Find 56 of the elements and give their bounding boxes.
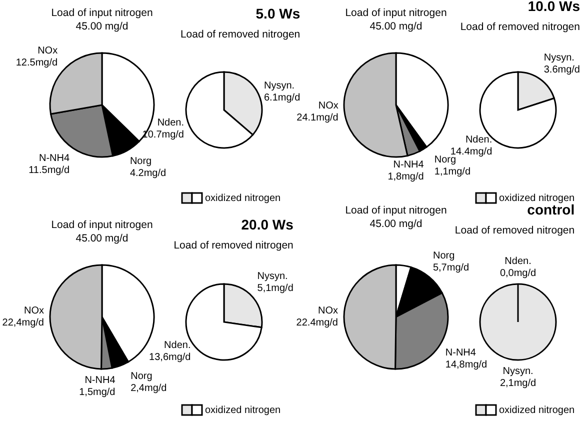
chart-subtitle: Load of removed nitrogen bbox=[460, 20, 580, 33]
chart-title: Load of input nitrogen bbox=[345, 204, 447, 217]
slice-label: Norg bbox=[130, 156, 152, 167]
text: oxidized nitrogen bbox=[499, 193, 575, 204]
slice-label: Norg bbox=[432, 250, 455, 262]
slice-label: Norg bbox=[130, 371, 152, 382]
data-label: 3.6mg/d bbox=[544, 64, 580, 76]
data-label: 2,1mg/d bbox=[500, 378, 536, 389]
chart-title: 10.0 Ws bbox=[528, 0, 580, 14]
data-label: 2,4mg/d bbox=[130, 383, 167, 394]
data-label: 14,8mg/d bbox=[445, 359, 488, 370]
category-label: Nden. bbox=[504, 256, 532, 267]
slice-label: Nden. bbox=[465, 134, 492, 146]
data-label: 24.1mg/d bbox=[296, 112, 338, 124]
slice-label: Nden. bbox=[164, 340, 191, 351]
slice-label: Nysyn. bbox=[502, 366, 534, 377]
data-label: 1,8mg/d bbox=[388, 172, 424, 182]
text: oxidized nitrogen bbox=[205, 193, 281, 204]
slice-label: NOx bbox=[318, 306, 338, 317]
text: oxidized nitrogen bbox=[205, 405, 281, 416]
slice-label: Nysyn. bbox=[544, 52, 574, 64]
data-label: 22.4mg/d bbox=[296, 318, 338, 329]
chart-subtitle: 45.00 mg/d bbox=[76, 232, 128, 244]
slice-label: N-NH4 bbox=[445, 347, 476, 358]
data-label: 5,1mg/d bbox=[257, 283, 294, 294]
chart-subtitle: Load of removed nitrogen bbox=[180, 28, 300, 40]
chart-title: 20.0 Ws bbox=[241, 216, 294, 233]
chart-subtitle: 45.00 mg/d bbox=[76, 20, 128, 32]
data-label: 1,1mg/d bbox=[434, 166, 471, 178]
chart-title: Load of input nitrogen bbox=[345, 7, 447, 19]
slice-label: Nden. bbox=[157, 117, 184, 128]
chart-subtitle: Load of removed nitrogen bbox=[454, 224, 575, 236]
data-label: 1,5mg/d bbox=[79, 386, 116, 398]
data-label: 4.2mg/d bbox=[130, 168, 166, 179]
chart-title: Load of input nitrogen bbox=[51, 7, 153, 19]
chart-subtitle: 45.00 mg/d bbox=[370, 218, 422, 230]
slice-label: N-NH4 bbox=[393, 160, 424, 170]
slice-label: NOx bbox=[318, 100, 338, 112]
slice-label: NOx bbox=[38, 46, 58, 57]
chart-subtitle: 45.00 mg/d bbox=[370, 20, 422, 32]
data-label: 11.5mg/d bbox=[28, 165, 70, 176]
data-label: 6.1mg/d bbox=[264, 92, 300, 104]
chart-title: Load of input nitrogen bbox=[51, 219, 153, 231]
slice-label: N-NH4 bbox=[39, 153, 70, 164]
slice-label: Nysyn. bbox=[257, 271, 288, 282]
slice-label: Nysyn. bbox=[264, 80, 295, 92]
data-label: 13,6mg/d bbox=[149, 352, 191, 363]
slice-label: NOx bbox=[24, 306, 44, 317]
chart-title: 5.0 Ws bbox=[256, 6, 300, 22]
chart-subtitle: Load of removed nitrogen bbox=[174, 240, 294, 252]
slice-label: N-NH4 bbox=[84, 374, 116, 386]
data-label: 22,4mg/d bbox=[2, 318, 44, 329]
data-label: 12.5mg/d bbox=[16, 58, 58, 69]
text: 0,0mg/d bbox=[500, 268, 536, 279]
text: oxidized nitrogen bbox=[499, 405, 575, 416]
data-label: 5,7mg/d bbox=[432, 262, 470, 274]
